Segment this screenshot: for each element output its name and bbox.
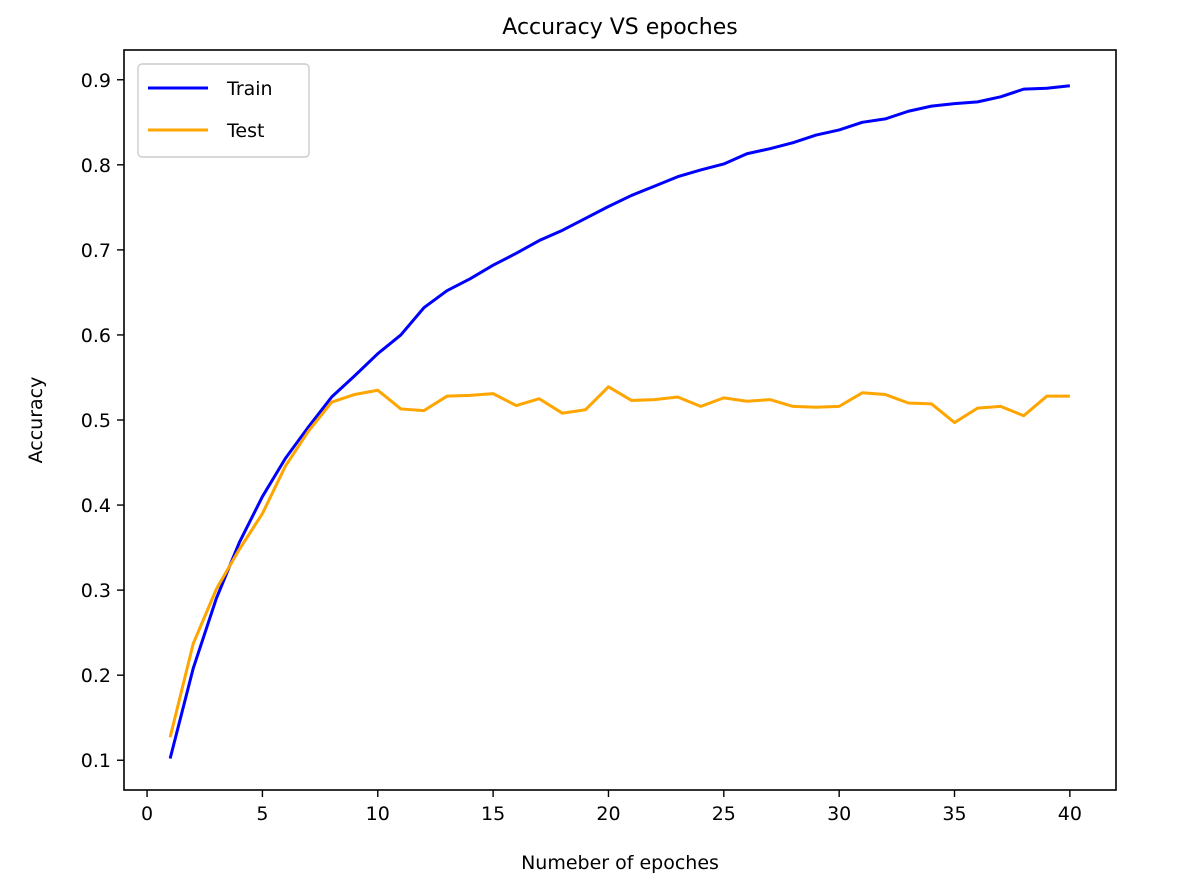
legend-label-train: Train: [226, 78, 273, 100]
legend: Train Test: [137, 63, 310, 158]
x-axis-label: Numeber of epoches: [521, 852, 719, 874]
plot-area: [168, 84, 1071, 759]
y-tick-label: 0.2: [81, 665, 111, 687]
y-tick-label: 0.5: [81, 410, 111, 432]
y-tick-label: 0.3: [81, 580, 111, 602]
x-tick-label: 0: [141, 803, 153, 825]
y-tick-label: 0.6: [81, 325, 111, 347]
y-tick-label: 0.8: [81, 155, 111, 177]
x-tick-label: 5: [256, 803, 268, 825]
y-tick-label: 0.1: [81, 750, 111, 772]
legend-box: [137, 63, 310, 158]
legend-label-test: Test: [226, 120, 264, 142]
series-line-train: [168, 84, 1071, 759]
x-tick-label: 15: [481, 803, 505, 825]
x-tick-label: 20: [596, 803, 620, 825]
chart-title: Accuracy VS epoches: [502, 15, 737, 40]
y-tick-label: 0.4: [81, 495, 111, 517]
x-tick-label: 25: [712, 803, 736, 825]
series-line-test: [168, 385, 1070, 738]
x-tick-label: 35: [942, 803, 966, 825]
y-tick-label: 0.9: [81, 70, 111, 92]
x-tick-label: 40: [1058, 803, 1082, 825]
x-axis: 0 5 10 15 20 25 30 35 40: [141, 790, 1082, 825]
x-tick-label: 30: [827, 803, 851, 825]
y-axis-label: Accuracy: [25, 377, 47, 464]
y-axis: 0.1 0.2 0.3 0.4 0.5 0.6 0.7 0.8 0.9: [81, 70, 124, 772]
y-tick-label: 0.7: [81, 240, 111, 262]
x-tick-label: 10: [366, 803, 390, 825]
